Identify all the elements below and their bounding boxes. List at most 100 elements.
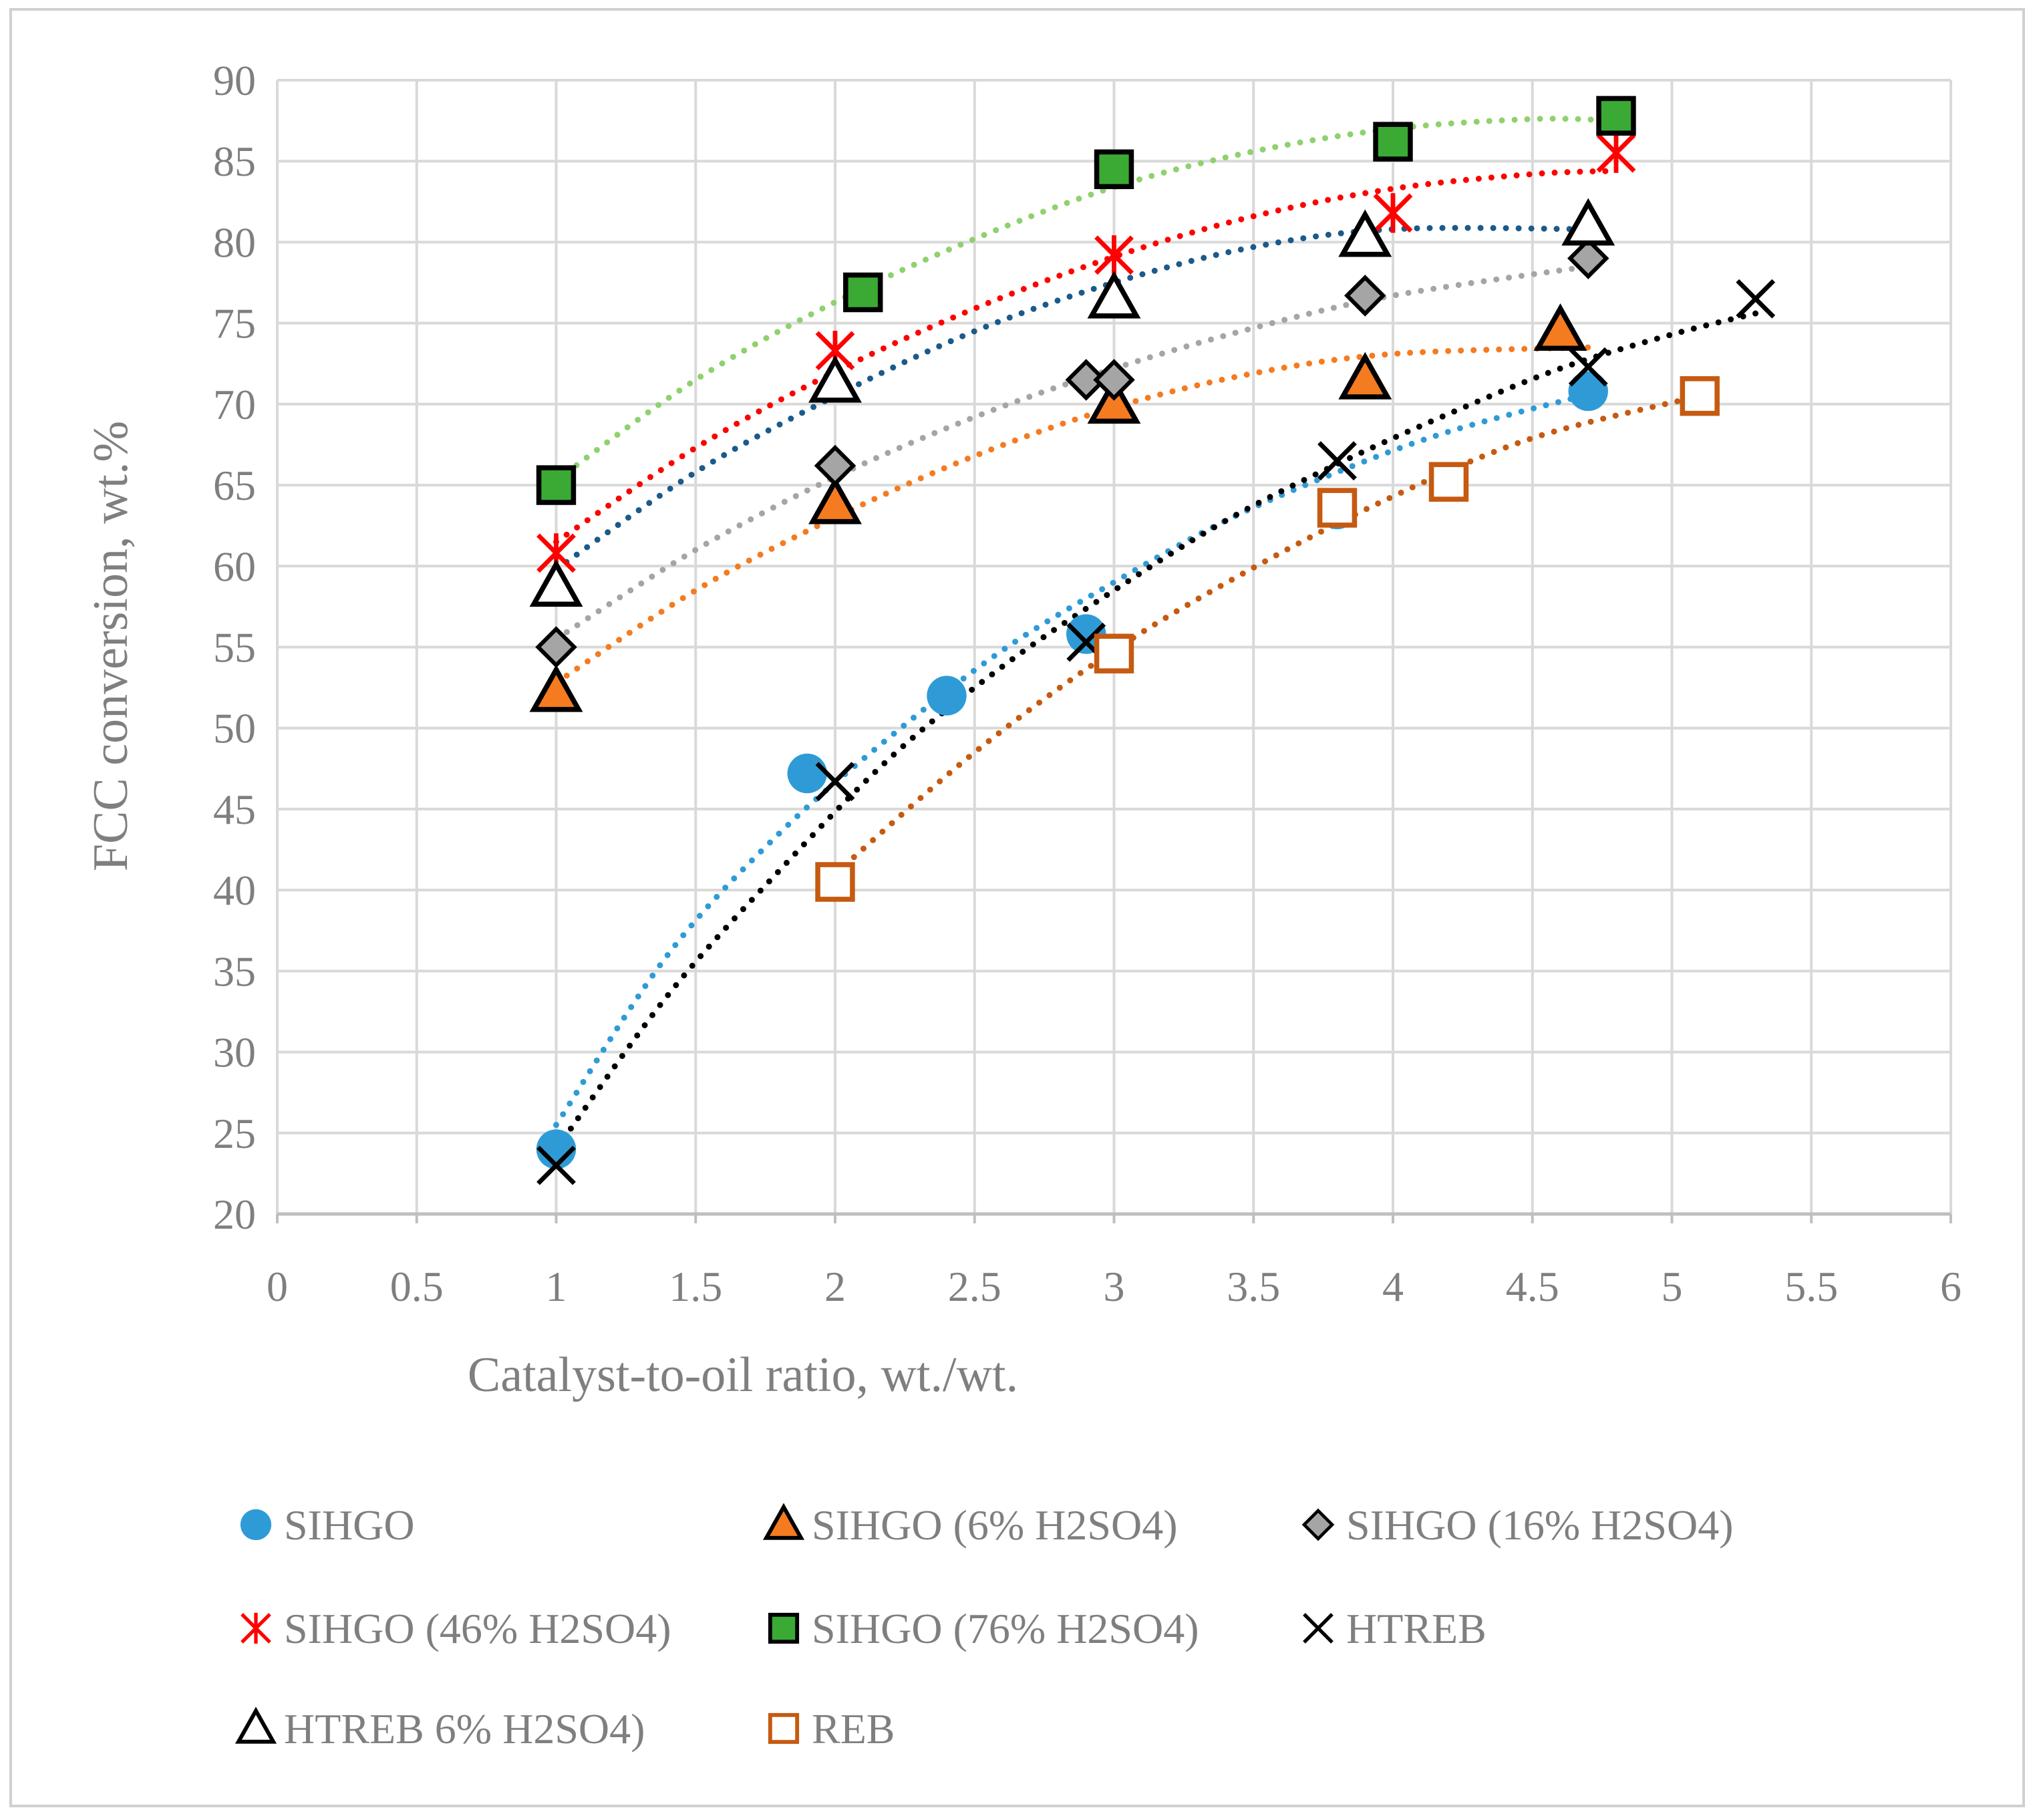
- legend-marker: [234, 1706, 277, 1744]
- data-point-series-4: [1373, 193, 1413, 233]
- marker-shape: [927, 675, 967, 716]
- data-markers: [529, 96, 1776, 1185]
- legend-label: HTREB: [1346, 1605, 1486, 1652]
- trendline-series-1: [553, 391, 1591, 1128]
- legend-item[interactable]: HTREB 6% H2SO4): [234, 1705, 645, 1753]
- marker-shape: [815, 862, 855, 902]
- data-point-series-6: [1317, 441, 1357, 481]
- data-point-series-6: [536, 1145, 576, 1185]
- data-point-series-4: [1596, 133, 1636, 173]
- marker-shape: [1596, 96, 1636, 136]
- x-tick-label: 4: [1382, 1263, 1404, 1310]
- trendline-series-8: [832, 393, 1703, 877]
- x-axis-title: Catalyst-to-oil ratio, wt./wt.: [468, 1348, 1018, 1402]
- marker-shape: [1087, 271, 1141, 319]
- legend-label: REB: [812, 1705, 895, 1753]
- marker-shape: [1301, 1508, 1335, 1541]
- legend-item[interactable]: SIHGO: [240, 1501, 415, 1549]
- data-point-series-3: [1567, 237, 1609, 279]
- y-tick-label: 80: [213, 218, 256, 266]
- marker-shape: [536, 1129, 577, 1169]
- marker-shape: [536, 465, 577, 505]
- marker-stroke: [1303, 1613, 1334, 1644]
- marker-shape: [1680, 376, 1720, 416]
- data-point-series-5: [1094, 149, 1134, 190]
- x-tick-label: 5: [1662, 1263, 1683, 1310]
- data-point-series-8: [1094, 633, 1134, 673]
- marker-shape: [234, 1706, 277, 1744]
- data-point-series-8: [1428, 462, 1469, 502]
- marker-shape: [1338, 351, 1392, 400]
- data-point-series-8: [1680, 376, 1720, 416]
- marker-shape: [808, 355, 862, 403]
- data-point-series-5: [1373, 122, 1413, 162]
- legend-marker: [1303, 1613, 1334, 1644]
- legend-label: SIHGO (76% H2SO4): [812, 1605, 1199, 1652]
- legend-item[interactable]: REB: [768, 1705, 895, 1753]
- y-tick-label: 40: [213, 867, 256, 914]
- y-tick-label: 30: [213, 1029, 256, 1076]
- x-tick-label: 3.5: [1227, 1263, 1280, 1310]
- marker-shape: [1338, 209, 1392, 257]
- y-tick-label: 35: [213, 947, 256, 995]
- marker-shape: [1093, 359, 1135, 401]
- marker-stroke: [536, 1145, 576, 1185]
- legend-label: SIHGO: [284, 1501, 415, 1549]
- marker-shape: [1561, 198, 1615, 246]
- legend-item[interactable]: SIHGO (16% H2SO4): [1301, 1501, 1734, 1549]
- y-tick-label: 50: [213, 705, 256, 752]
- trendline-series-4: [553, 168, 1619, 545]
- marker-shape: [1428, 462, 1469, 502]
- data-point-series-4: [1094, 235, 1134, 275]
- marker-shape: [529, 664, 583, 712]
- marker-shape: [1317, 488, 1358, 528]
- data-point-series-6: [1736, 279, 1776, 319]
- trendline-series-6: [553, 310, 1759, 1153]
- marker-shape: [1373, 122, 1413, 162]
- data-point-series-7: [808, 355, 862, 403]
- y-axis-title: FCC conversion, wt.%: [84, 421, 138, 871]
- data-point-series-3: [1093, 359, 1135, 401]
- data-point-series-2: [1533, 303, 1587, 351]
- marker-shape: [768, 1612, 800, 1644]
- data-point-series-7: [529, 559, 583, 607]
- data-point-series-5: [1596, 96, 1636, 136]
- data-point-series-5: [843, 272, 883, 313]
- data-point-series-1: [536, 1129, 577, 1169]
- data-point-series-6: [815, 762, 855, 802]
- marker-shape: [240, 1509, 272, 1541]
- x-tick-label: 2.5: [948, 1263, 1001, 1310]
- marker-shape: [1065, 359, 1108, 401]
- x-tick-label: 6: [1940, 1263, 1962, 1310]
- data-point-series-7: [1338, 209, 1392, 257]
- marker-shape: [814, 444, 856, 487]
- legend-item[interactable]: SIHGO (46% H2SO4): [241, 1605, 671, 1652]
- legend-label: HTREB 6% H2SO4): [284, 1705, 645, 1753]
- marker-shape: [1568, 371, 1608, 412]
- legend-item[interactable]: SIHGO (76% H2SO4): [768, 1605, 1199, 1652]
- marker-shape: [1533, 303, 1587, 351]
- marker-stroke: [1736, 279, 1776, 319]
- marker-stroke: [815, 762, 855, 802]
- legend-label: SIHGO (46% H2SO4): [284, 1605, 671, 1652]
- y-tick-label: 70: [213, 381, 256, 428]
- data-point-series-2: [808, 476, 862, 524]
- marker-shape: [1087, 376, 1141, 424]
- x-tick-label: 5.5: [1784, 1263, 1838, 1310]
- data-point-series-7: [1561, 198, 1615, 246]
- marker-shape: [1094, 149, 1134, 190]
- legend: SIHGO SIHGO (6% H2SO4) SIHGO (16% H2SO4) SI…: [234, 1501, 1734, 1753]
- y-tick-label: 60: [213, 543, 256, 590]
- marker-shape: [787, 753, 827, 794]
- legend-item[interactable]: SIHGO (6% H2SO4): [762, 1501, 1178, 1549]
- data-point-series-3: [1065, 359, 1108, 401]
- y-tick-label: 55: [213, 624, 256, 671]
- data-point-series-7: [1087, 271, 1141, 319]
- legend-label: SIHGO (6% H2SO4): [812, 1501, 1178, 1549]
- marker-shape: [1094, 633, 1134, 673]
- y-tick-label: 25: [213, 1110, 256, 1157]
- legend-item[interactable]: HTREB: [1303, 1605, 1486, 1652]
- y-tick-label: 20: [213, 1191, 256, 1238]
